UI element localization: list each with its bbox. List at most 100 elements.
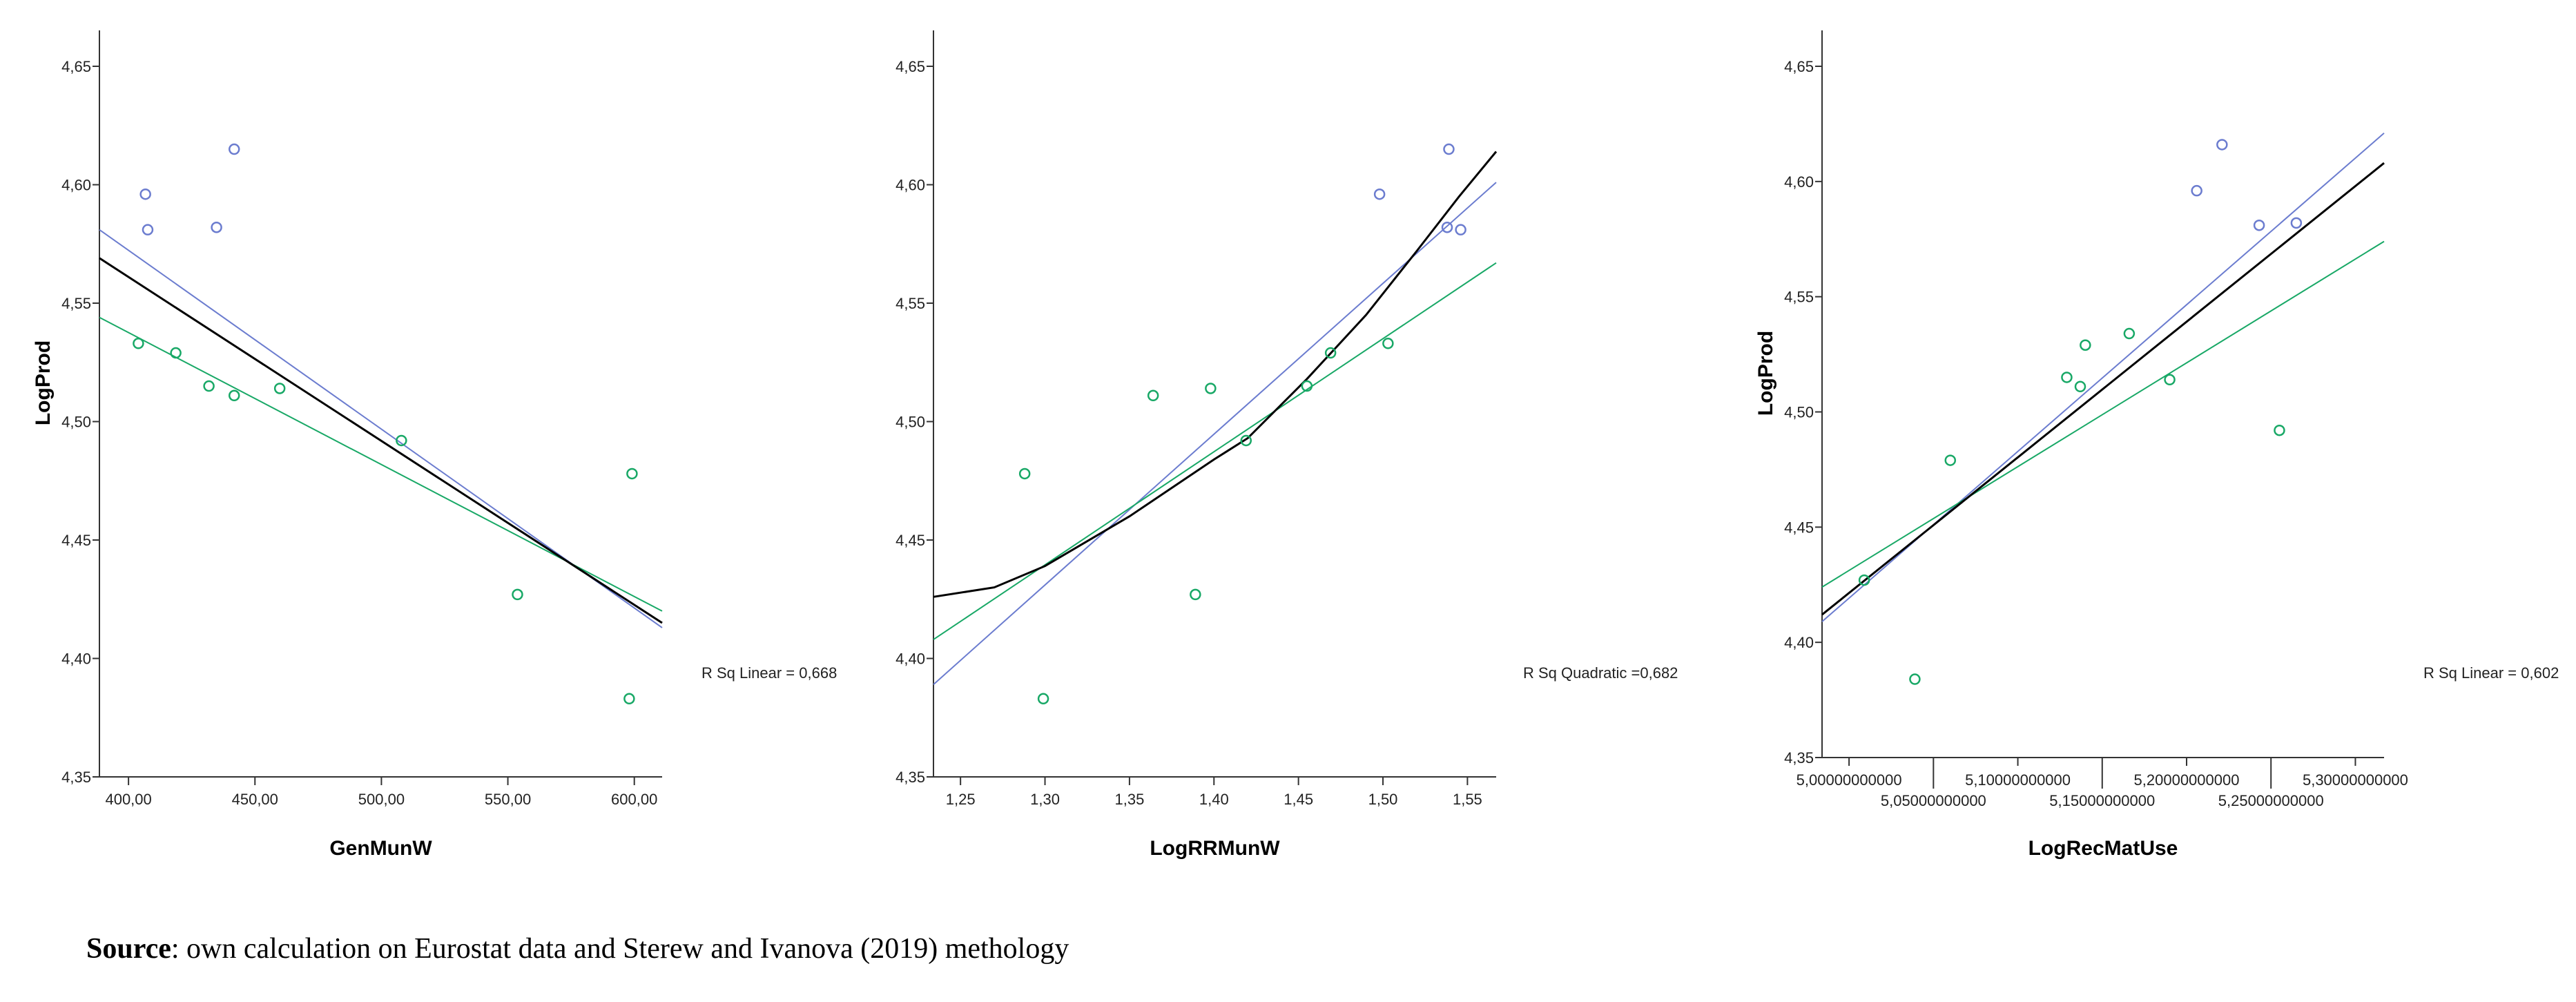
data-point-green bbox=[623, 693, 635, 705]
y-tick-label: 4,60 bbox=[895, 177, 925, 194]
data-point-green bbox=[1190, 588, 1201, 601]
data-point-blue bbox=[1373, 188, 1386, 200]
y-tick-label: 4,55 bbox=[61, 295, 91, 312]
data-point-green bbox=[512, 588, 523, 601]
x-tick-label: 1,30 bbox=[1030, 791, 1060, 808]
y-tick-label: 4,55 bbox=[895, 295, 925, 312]
data-point-green bbox=[133, 338, 144, 349]
blue-fit-line bbox=[1821, 133, 2385, 622]
y-tick-label: 4,50 bbox=[895, 414, 925, 431]
data-point-green bbox=[228, 389, 240, 402]
data-point-green bbox=[1240, 434, 1252, 447]
x-axis-title: LogRecMatUse bbox=[2028, 837, 2178, 860]
data-point-blue bbox=[2253, 219, 2265, 231]
data-point-green bbox=[2123, 327, 2136, 340]
data-point-green bbox=[2074, 380, 2086, 393]
green-fit-line bbox=[1821, 240, 2385, 588]
data-point-green bbox=[1301, 380, 1313, 392]
x-tick-label: 1,25 bbox=[946, 791, 976, 808]
data-point-green bbox=[2274, 424, 2285, 436]
data-point-green bbox=[273, 383, 286, 394]
total-fit-line bbox=[99, 257, 663, 624]
data-point-green bbox=[1382, 338, 1394, 349]
x-tick-label: 5,10000000000 bbox=[1965, 771, 2071, 789]
y-tick-label: 4,50 bbox=[1784, 404, 1814, 421]
x-tick-label: 5,25000000000 bbox=[2218, 792, 2324, 809]
data-point-blue bbox=[139, 188, 151, 200]
x-tick-label: 450,00 bbox=[232, 791, 278, 808]
data-point-blue bbox=[2191, 184, 2202, 197]
caption-text: : own calculation on Eurostat data and S… bbox=[171, 933, 1069, 965]
x-tick-label: 600,00 bbox=[611, 791, 657, 808]
data-point-green bbox=[2061, 372, 2073, 383]
x-tick-label: 5,00000000000 bbox=[1797, 771, 1902, 789]
data-point-green bbox=[1205, 383, 1217, 394]
r-squared-annotation: R Sq Quadratic =0,682 bbox=[1523, 664, 1678, 682]
x-tick-label: 5,20000000000 bbox=[2134, 771, 2240, 789]
data-point-green bbox=[203, 380, 215, 392]
y-tick-label: 4,40 bbox=[895, 651, 925, 668]
total-fit-line bbox=[1821, 162, 2385, 616]
data-point-blue bbox=[142, 224, 154, 235]
y-tick-label: 4,50 bbox=[61, 414, 91, 431]
data-point-green bbox=[2080, 339, 2091, 351]
x-tick-label: 1,50 bbox=[1368, 791, 1398, 808]
y-tick-label: 4,45 bbox=[61, 532, 91, 549]
data-point-green bbox=[1324, 347, 1337, 359]
data-point-green bbox=[2164, 374, 2176, 386]
data-point-green bbox=[396, 434, 407, 447]
r-squared-annotation: R Sq Linear = 0,602 bbox=[2423, 664, 2559, 682]
data-point-blue bbox=[211, 221, 222, 233]
x-axis-title: LogRRMunW bbox=[1150, 837, 1280, 860]
data-point-blue bbox=[1443, 143, 1455, 155]
y-tick-label: 4,35 bbox=[895, 769, 925, 786]
y-tick-label: 4,60 bbox=[1784, 173, 1814, 191]
x-tick-label: 5,05000000000 bbox=[1881, 792, 1986, 809]
x-tick-label: 550,00 bbox=[485, 791, 531, 808]
x-tick-label: 5,30000000000 bbox=[2303, 771, 2408, 789]
y-tick-label: 4,40 bbox=[61, 651, 91, 668]
data-point-blue bbox=[2290, 217, 2303, 229]
y-axis-title: LogProd bbox=[1754, 331, 1777, 416]
caption-bold: Source bbox=[86, 933, 171, 965]
y-tick-label: 4,65 bbox=[61, 58, 91, 75]
data-point-green bbox=[1037, 693, 1049, 705]
data-point-green bbox=[170, 347, 182, 359]
y-tick-label: 4,35 bbox=[61, 769, 91, 786]
y-tick-label: 4,55 bbox=[1784, 289, 1814, 306]
data-point-green bbox=[1909, 673, 1921, 685]
x-tick-label: 500,00 bbox=[358, 791, 405, 808]
data-point-green bbox=[1944, 454, 1957, 466]
data-point-green bbox=[1858, 574, 1870, 586]
source-caption: Source: own calculation on Eurostat data… bbox=[86, 932, 1069, 965]
r-squared-annotation: R Sq Linear = 0,668 bbox=[701, 664, 837, 682]
x-tick-label: 1,40 bbox=[1199, 791, 1229, 808]
chart-1: 4,35 4,40 4,45 4,50 4,55 4,60 4,65 400,00 450,00… bbox=[32, 30, 837, 860]
x-tick-label: 1,55 bbox=[1453, 791, 1482, 808]
blue-fit-line bbox=[933, 182, 1497, 685]
y-tick-label: 4,45 bbox=[1784, 519, 1814, 536]
chart-2: 4,35 4,40 4,45 4,50 4,55 4,60 4,65 1,25 1,30 1,35… bbox=[895, 30, 1678, 860]
x-axis-title: GenMunW bbox=[329, 837, 432, 860]
data-point-green bbox=[1147, 389, 1159, 402]
y-axis-title: LogProd bbox=[32, 340, 55, 425]
y-tick-label: 4,40 bbox=[1784, 634, 1814, 651]
x-tick-label: 1,45 bbox=[1284, 791, 1313, 808]
data-point-green bbox=[626, 468, 638, 480]
data-point-blue bbox=[228, 143, 240, 155]
x-tick-label: 400,00 bbox=[105, 791, 151, 808]
y-tick-label: 4,60 bbox=[61, 177, 91, 194]
y-tick-label: 4,45 bbox=[895, 532, 925, 549]
y-tick-label: 4,65 bbox=[895, 58, 925, 75]
chart-3: 4,35 4,40 4,45 4,50 4,55 4,60 4,65 5,0000000000… bbox=[1754, 30, 2559, 860]
x-tick-label: 1,35 bbox=[1114, 791, 1144, 808]
data-point-green bbox=[1018, 468, 1031, 480]
data-point-blue bbox=[1455, 224, 1466, 235]
y-tick-label: 4,35 bbox=[1784, 749, 1814, 767]
data-point-blue bbox=[1441, 221, 1453, 233]
y-tick-label: 4,65 bbox=[1784, 58, 1814, 75]
quadratic-fit-line bbox=[933, 151, 1498, 598]
data-point-blue bbox=[2216, 139, 2228, 151]
green-fit-line bbox=[933, 262, 1497, 640]
